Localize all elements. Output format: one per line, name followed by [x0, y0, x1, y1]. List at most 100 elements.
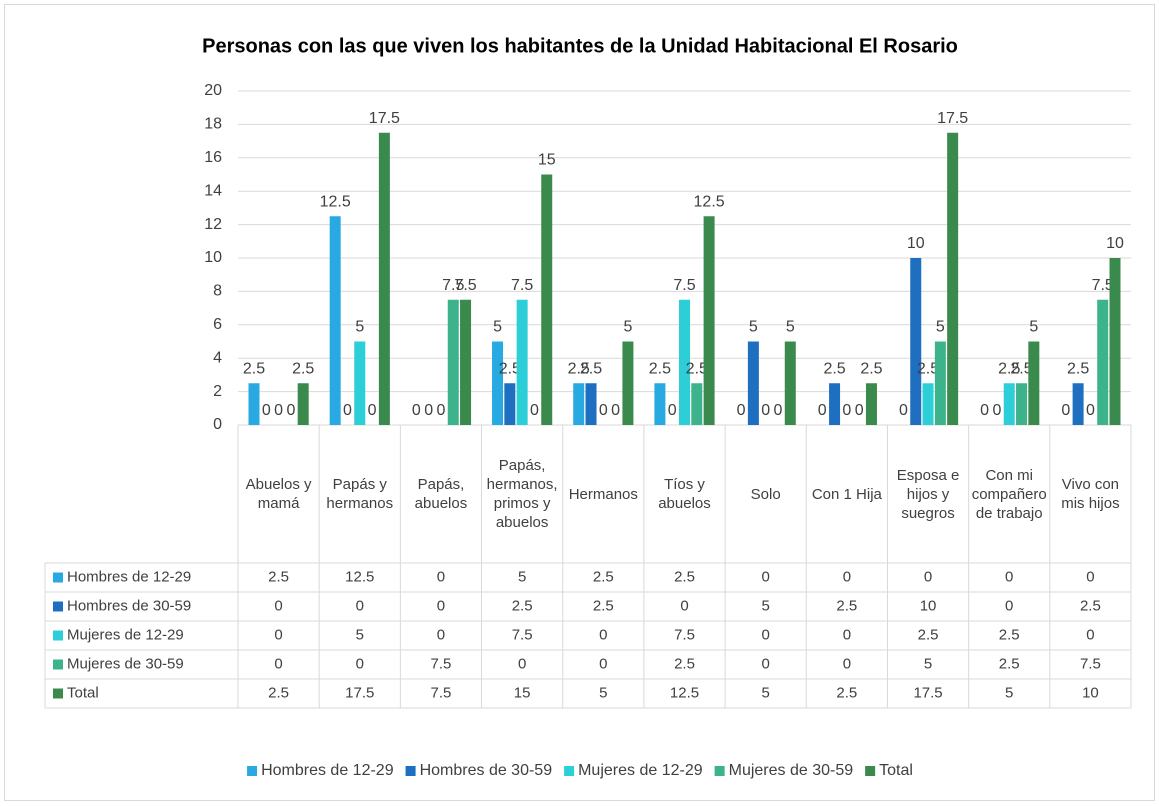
table-cell: 2.5	[836, 684, 857, 701]
data-label: 0	[286, 402, 295, 419]
legend-label: Hombres de 12-29	[261, 762, 394, 779]
data-label: 0	[855, 402, 864, 419]
data-label: 2.5	[917, 360, 939, 377]
x-tick-label: Papás, abuelos	[414, 476, 468, 512]
bar	[922, 383, 934, 425]
table-cell: 10	[1082, 684, 1099, 701]
legend-item: Mujeres de 12-29	[564, 762, 703, 779]
x-tick-label: Vivo con mis hijos	[1061, 476, 1120, 512]
table-cell: 12.5	[670, 684, 699, 701]
table-cell: 2.5	[918, 626, 939, 643]
bar	[573, 383, 585, 425]
data-label: 2.5	[499, 360, 521, 377]
table-cell: 12.5	[345, 568, 374, 585]
data-label: 0	[842, 402, 851, 419]
table-cell: 2.5	[593, 568, 614, 585]
bar	[248, 383, 260, 425]
bar	[654, 383, 666, 425]
table-cell: 17.5	[913, 684, 942, 701]
chart-title: Personas con las que viven los habitante…	[202, 35, 958, 57]
table-cell: 5	[762, 684, 770, 701]
data-label: 15	[538, 152, 556, 169]
table-cell: 5	[924, 655, 932, 672]
table-row-label: Mujeres de 30-59	[67, 655, 184, 672]
bar	[747, 341, 759, 425]
legend-key	[53, 572, 63, 583]
bar	[541, 174, 553, 425]
x-tick-label: Esposa e hijos y suegros	[896, 466, 960, 522]
data-label: 0	[980, 402, 989, 419]
data-label: 0	[992, 402, 1001, 419]
x-tick-label-box: Abuelos y mamá	[245, 476, 312, 512]
table-cell: 17.5	[345, 684, 374, 701]
bar	[784, 341, 796, 425]
table-cell: 0	[1086, 568, 1094, 585]
table-cell: 5	[762, 597, 770, 614]
table-cell: 0	[843, 568, 851, 585]
legend-key	[53, 659, 63, 670]
data-label: 10	[907, 235, 925, 252]
data-label: 5	[786, 319, 795, 336]
bar	[703, 216, 715, 425]
table-row-label: Mujeres de 12-29	[67, 626, 184, 643]
table-cell: 15	[514, 684, 531, 701]
bar	[829, 383, 841, 425]
table-row-label: Hombres de 12-29	[67, 568, 191, 585]
data-label: 17.5	[369, 110, 400, 127]
legend-key	[53, 630, 63, 641]
legend-item: Mujeres de 30-59	[714, 762, 854, 779]
table-cell: 2.5	[674, 568, 695, 585]
table-cell: 0	[1005, 568, 1013, 585]
x-tick-label: Con mi compañero de trabajo	[971, 466, 1047, 522]
data-label: 5	[493, 319, 502, 336]
bar	[679, 299, 690, 425]
bar	[460, 299, 472, 425]
table-cell: 7.5	[431, 655, 452, 672]
legend-label: Mujeres de 30-59	[729, 762, 854, 779]
data-label: 0	[1086, 402, 1095, 419]
data-label: 2.5	[580, 360, 602, 377]
table-cell: 0	[356, 655, 364, 672]
legend-key	[865, 766, 876, 776]
data-label: 0	[899, 402, 908, 419]
table-row-label: Total	[67, 684, 99, 701]
data-label: 0	[611, 402, 620, 419]
table-cell: 0	[1086, 626, 1094, 643]
table-cell: 5	[518, 568, 526, 585]
data-label: 7.5	[511, 277, 533, 294]
data-label: 0	[424, 402, 433, 419]
data-label: 2.5	[292, 360, 314, 377]
data-label: 0	[343, 402, 352, 419]
x-tick-label-box: Con mi compañero de trabajo	[971, 466, 1047, 522]
table-cell: 2.5	[999, 626, 1020, 643]
legend-item: Hombres de 12-29	[247, 762, 394, 779]
x-tick-label: Con 1 Hija	[811, 485, 882, 503]
legend-key	[53, 688, 63, 699]
bar	[1097, 299, 1109, 425]
table-cell: 0	[274, 655, 282, 672]
legend-key	[405, 766, 416, 776]
data-label: 0	[774, 402, 783, 419]
x-tick-label-box: Hermanos	[569, 486, 638, 503]
x-tick-label: Abuelos y mamá	[245, 476, 312, 512]
data-label: 5	[749, 319, 758, 336]
data-label: 5	[355, 319, 364, 336]
data-label: 2.5	[649, 360, 671, 377]
bar	[297, 383, 309, 425]
data-label: 0	[437, 402, 446, 419]
bar	[910, 258, 922, 425]
legend-key	[53, 601, 63, 612]
x-tick-label-box: Vivo con mis hijos	[1061, 476, 1120, 512]
y-tick-label: 10	[204, 249, 222, 266]
data-label: 5	[623, 319, 632, 336]
x-tick-label: Papás y hermanos	[326, 476, 394, 512]
data-label: 2.5	[686, 360, 708, 377]
x-tick-label: Tíos y abuelos	[658, 476, 711, 512]
legend-label: Mujeres de 12-29	[578, 762, 703, 779]
data-label: 12.5	[694, 193, 725, 210]
table-cell: 0	[843, 626, 851, 643]
x-tick-label-box: Esposa e hijos y suegros	[896, 466, 960, 522]
x-tick-label: Papás, hermanos, primos y abuelos	[486, 457, 558, 531]
bar	[1028, 341, 1040, 425]
